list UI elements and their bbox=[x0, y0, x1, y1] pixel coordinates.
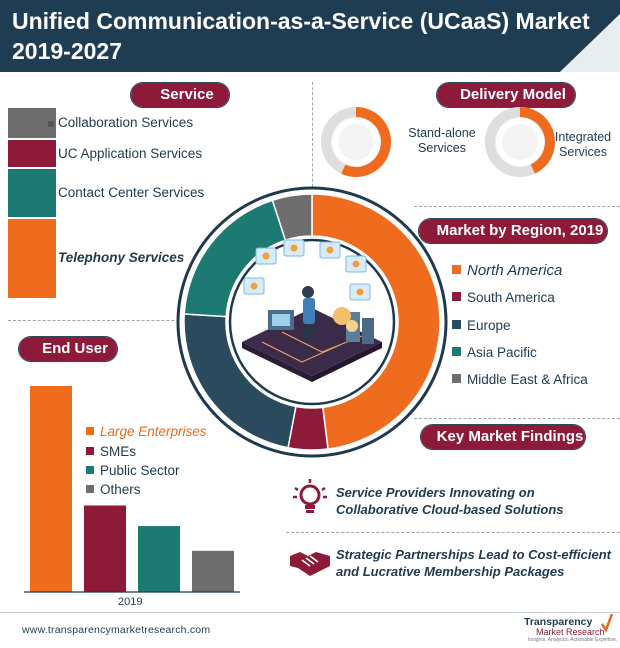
end-user-bar-others bbox=[192, 550, 234, 592]
divider bbox=[414, 206, 620, 207]
legend-label: Middle East & Africa bbox=[467, 372, 588, 387]
end-user-legend-others: Others bbox=[86, 482, 141, 497]
divider bbox=[414, 418, 620, 419]
region-legend-south-america: South America bbox=[452, 290, 555, 305]
dm-donut-stand-alone-services bbox=[321, 107, 392, 178]
key-findings-tag: Key Market Findings bbox=[420, 424, 586, 450]
end-user-xlabel: 2019 bbox=[118, 596, 143, 608]
region-legend-asia-pacific: Asia Pacific bbox=[452, 345, 537, 360]
market-region-tag: Market by Region, 2019 bbox=[418, 218, 608, 244]
legend-label: SMEs bbox=[100, 444, 137, 459]
service-marker bbox=[48, 256, 54, 263]
legend-label: South America bbox=[467, 290, 555, 305]
divider bbox=[312, 82, 313, 202]
page-subtitle: 2019-2027 bbox=[12, 38, 122, 64]
service-marker bbox=[48, 121, 54, 127]
finding-2: Strategic Partnerships Lead to Cost-effi… bbox=[336, 547, 611, 579]
region-slice-north-america bbox=[311, 193, 441, 450]
service-tag: Service bbox=[130, 82, 230, 108]
end-user-chart bbox=[24, 386, 240, 593]
service-label-uc-application-services: UC Application Services bbox=[58, 145, 203, 161]
dm-label-standalone: Stand-alone Services bbox=[408, 126, 476, 155]
legend-label: Asia Pacific bbox=[467, 345, 537, 360]
cloud-network-illustration bbox=[242, 239, 382, 382]
region-legend-middle-east-and-africa: Middle East & Africa bbox=[452, 372, 588, 387]
end-user-legend-large-enterprises: Large Enterprises bbox=[86, 424, 207, 439]
legend-label: Public Sector bbox=[100, 463, 180, 478]
delivery-model-chart bbox=[321, 107, 555, 178]
legend-label: Large Enterprises bbox=[100, 424, 207, 439]
service-marker bbox=[48, 190, 54, 197]
end-user-bar-public-sector bbox=[138, 526, 180, 592]
checkmark-logo-icon bbox=[600, 613, 614, 633]
legend-swatch bbox=[452, 265, 461, 274]
service-marker bbox=[48, 151, 54, 158]
legend-label: Europe bbox=[467, 318, 511, 333]
region-legend-north-america: North America bbox=[452, 262, 562, 279]
finding-1: Service Providers Innovating on Collabor… bbox=[336, 485, 564, 517]
legend-label: Others bbox=[100, 482, 141, 497]
legend-swatch bbox=[452, 292, 461, 301]
legend-label: North America bbox=[467, 262, 563, 279]
divider bbox=[286, 532, 620, 533]
legend-swatch bbox=[452, 374, 461, 383]
end-user-tag: End User bbox=[18, 336, 118, 362]
end-user-bar-large-enterprises bbox=[30, 386, 72, 592]
lightbulb-icon bbox=[293, 479, 327, 513]
footer-url: www.transparencymarketresearch.com bbox=[22, 624, 211, 636]
end-user-legend-public-sector: Public Sector bbox=[86, 463, 180, 478]
end-user-bar-smes bbox=[84, 505, 126, 592]
legend-swatch bbox=[452, 347, 461, 356]
page-title: Unified Communication-as-a-Service (UCaa… bbox=[12, 8, 590, 34]
dm-donut-integrated-services bbox=[485, 107, 555, 177]
delivery-model-tag: Delivery Model bbox=[436, 82, 576, 108]
divider bbox=[8, 320, 204, 321]
handshake-icon bbox=[290, 552, 330, 576]
company-logo: Transparency Market Research Insights. A… bbox=[524, 612, 617, 646]
legend-swatch bbox=[86, 427, 94, 435]
service-label-contact-center-services: Contact Center Services bbox=[58, 184, 205, 200]
title-banner: Unified Communication-as-a-Service (UCaa… bbox=[0, 0, 620, 72]
end-user-legend-smes: SMEs bbox=[86, 444, 136, 459]
dm-label-integrated: Integrated Services bbox=[554, 130, 612, 159]
title-banner-shape bbox=[0, 0, 620, 72]
dm-slice bbox=[520, 107, 555, 174]
legend-swatch bbox=[452, 320, 461, 329]
region-slice-middle-east-and-africa bbox=[271, 193, 313, 242]
footer-divider bbox=[0, 612, 620, 613]
legend-swatch bbox=[86, 447, 94, 455]
region-legend-europe: Europe bbox=[452, 318, 511, 333]
dm-slice bbox=[341, 107, 392, 178]
service-label-telephony-services: Telephony Services bbox=[58, 250, 185, 266]
service-label-collaboration-services: Collaboration Services bbox=[58, 115, 194, 130]
legend-swatch bbox=[86, 485, 94, 493]
legend-swatch bbox=[86, 466, 94, 474]
